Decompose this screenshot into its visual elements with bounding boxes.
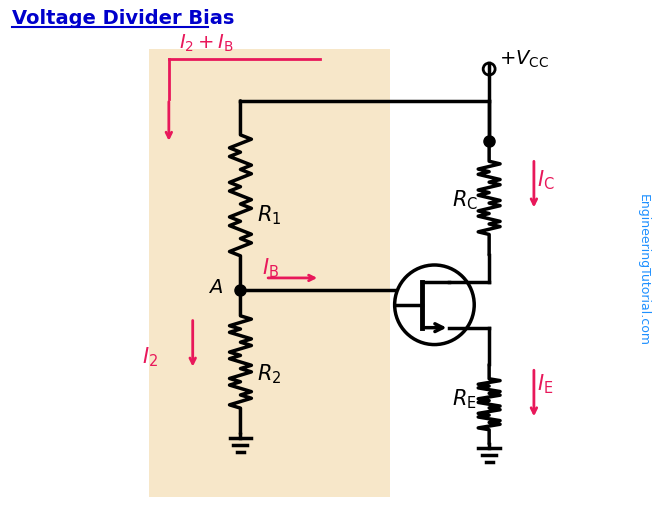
Text: $I_2$: $I_2$ <box>142 346 158 369</box>
Bar <box>149 49 390 497</box>
Text: $R_\mathrm{C}$: $R_\mathrm{C}$ <box>453 188 478 212</box>
Text: $I_\mathrm{E}$: $I_\mathrm{E}$ <box>537 373 553 396</box>
Text: EngineeringTutorial.com: EngineeringTutorial.com <box>637 194 650 346</box>
Text: $R_2$: $R_2$ <box>257 363 282 386</box>
Text: $R_\mathrm{E}$: $R_\mathrm{E}$ <box>453 388 477 411</box>
Text: $R_1$: $R_1$ <box>257 203 282 227</box>
Text: $A$: $A$ <box>208 278 223 297</box>
Text: Voltage Divider Bias: Voltage Divider Bias <box>12 10 234 29</box>
Text: $+V_\mathrm{CC}$: $+V_\mathrm{CC}$ <box>499 49 549 70</box>
Text: $I_\mathrm{C}$: $I_\mathrm{C}$ <box>537 168 555 192</box>
Text: $I_\mathrm{B}$: $I_\mathrm{B}$ <box>263 256 280 280</box>
Text: $I_2 + I_\mathrm{B}$: $I_2 + I_\mathrm{B}$ <box>179 33 234 54</box>
